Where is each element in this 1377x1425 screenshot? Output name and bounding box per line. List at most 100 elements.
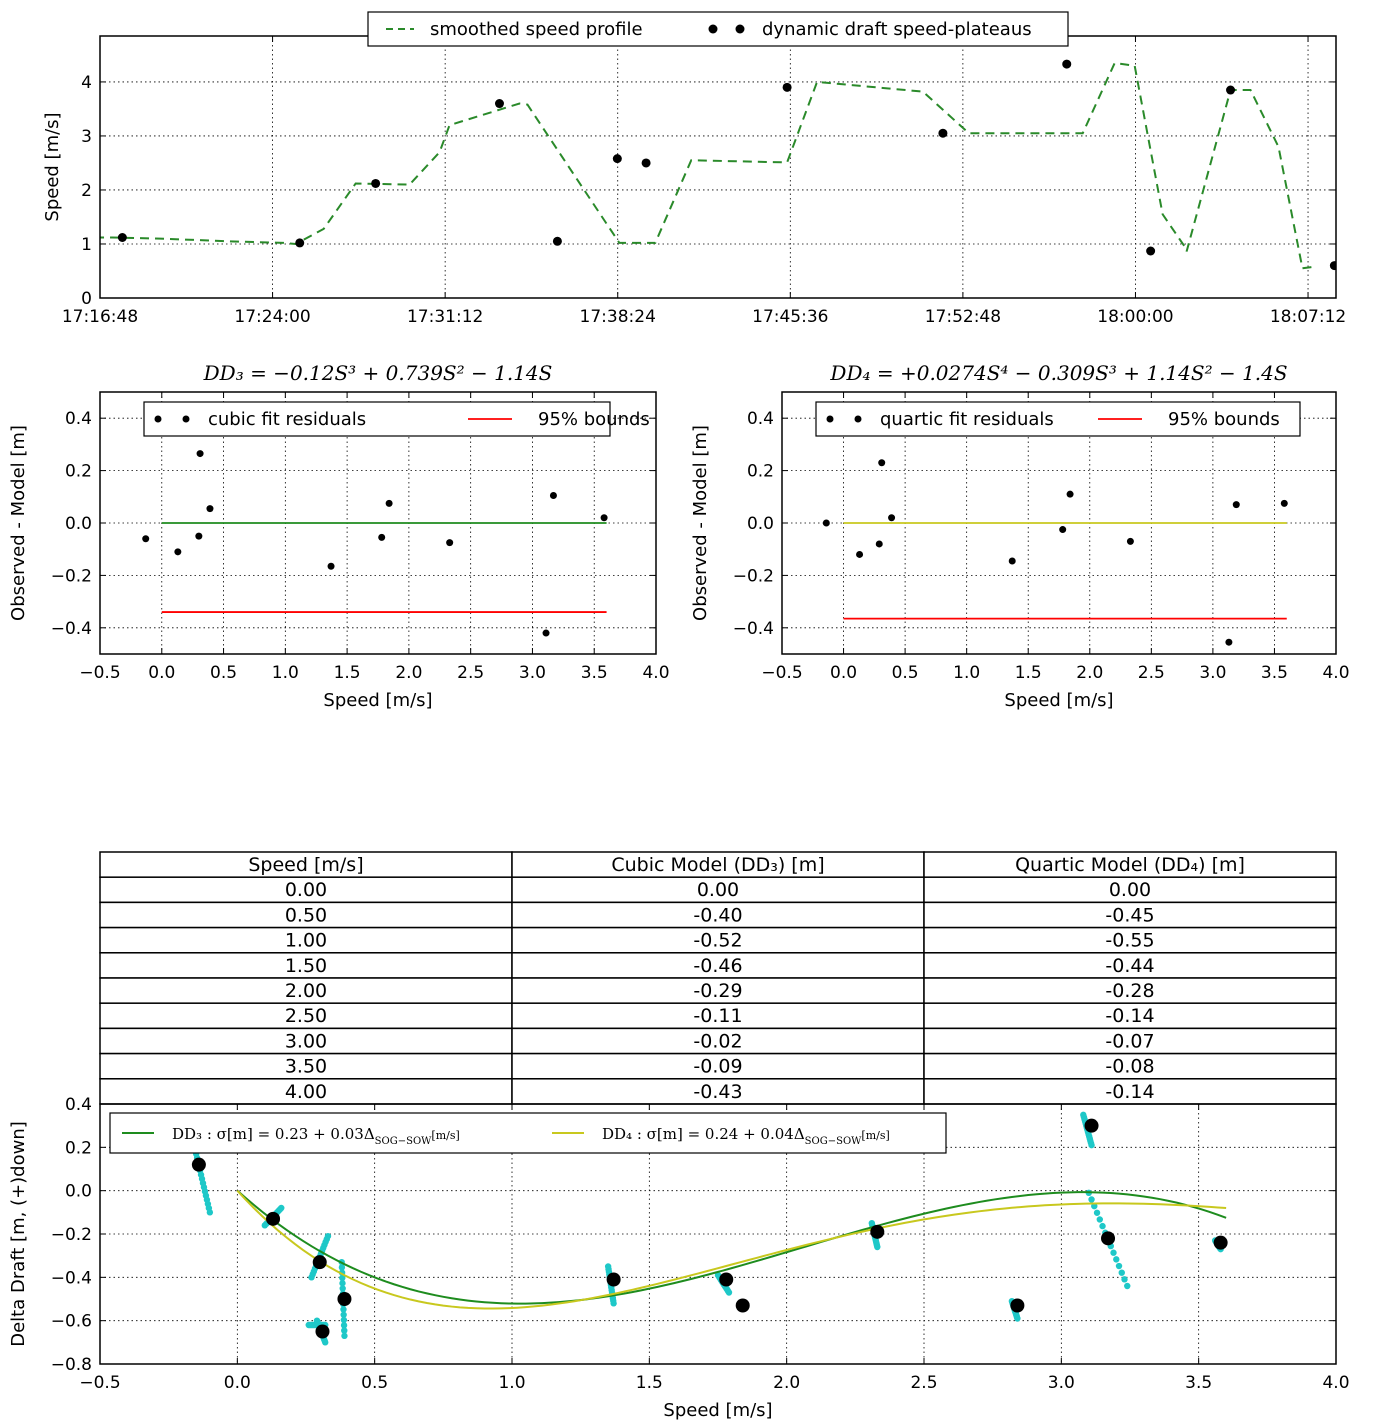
table-cell-value: 4.00	[285, 1081, 327, 1103]
delta-draft-xtick-label: 2.0	[773, 1373, 800, 1393]
quartic-residuals-legend-label: 95% bounds	[1168, 409, 1280, 430]
speed-xtick-label: 17:52:48	[925, 307, 1001, 327]
table-cell-value: -0.45	[1105, 904, 1154, 926]
speed-legend: smoothed speed profile dynamic draft spee…	[367, 11, 1069, 47]
quartic-residuals-ytick-label: 0.4	[747, 409, 774, 429]
cubic-residuals-xtick-label: 1.0	[272, 663, 299, 683]
delta-draft-xlabel: Speed [m/s]	[663, 1400, 772, 1421]
table-cell	[923, 1052, 1337, 1080]
speed-plateau-point	[1062, 59, 1072, 69]
delta-draft-ytick-label: 0.2	[65, 1138, 92, 1158]
delta-draft-xtick-label: 0.5	[361, 1373, 388, 1393]
draft-sample-point	[206, 1209, 214, 1216]
table-cell-value: -0.08	[1105, 1056, 1154, 1078]
draft-plateau-point	[735, 1298, 750, 1313]
quartic-residuals-residual-point	[1280, 499, 1288, 507]
quartic-residuals-xtick-label: −0.5	[761, 663, 802, 683]
cubic-residuals-legend: cubic fit residuals 95% bounds	[143, 401, 650, 437]
table-cell-value: -0.14	[1105, 1005, 1154, 1027]
draft-plateau-point	[870, 1224, 885, 1239]
delta-draft-xtick-label: 2.5	[910, 1373, 937, 1393]
draft-sample-point	[324, 1232, 332, 1240]
draft-plateau-point	[337, 1292, 352, 1306]
delta-draft-legend: DD₃ : σ[m] = 0.23 + 0.03ΔSOG−SOW[m/s] DD₄…	[109, 1112, 947, 1154]
draft-sample-point	[341, 1327, 348, 1334]
table-cell-value: 3.50	[285, 1056, 327, 1078]
quartic-residuals-data	[822, 459, 1288, 646]
table-cell-value: 0.00	[1109, 879, 1151, 901]
quartic-residuals-xtick-label: 4.0	[1322, 663, 1349, 683]
table-cell	[511, 977, 925, 1004]
speed-xtick-label: 17:16:48	[62, 307, 138, 327]
delta-draft-xtick-label: 1.0	[498, 1373, 525, 1393]
quartic-residuals-residual-point	[1066, 490, 1074, 498]
cubic-residuals-xtick-label: 1.5	[334, 663, 361, 683]
delta-draft-xtick-label: 3.0	[1048, 1373, 1075, 1393]
quartic-residuals-xtick-label: 3.5	[1261, 663, 1288, 683]
draft-plateau-point	[719, 1272, 734, 1287]
cubic-residuals-ytick-label: 0.4	[65, 409, 92, 429]
speed-plateau-point	[1329, 261, 1336, 271]
draft-plateau-point	[1010, 1298, 1025, 1313]
table-header-cell	[923, 851, 1337, 878]
cubic-residuals-axes: −0.5 0.0 0.5 1.0 1.5 2.0 2.5 3.0 3.5 4.0 −0.4 −0.2 0…	[8, 392, 670, 711]
speed-xtick-label: 17:45:36	[752, 307, 828, 327]
cubic-model-curve	[236, 1189, 1227, 1305]
table-cell-value: -0.28	[1105, 980, 1154, 1002]
delta-draft-ytick-label: −0.6	[51, 1312, 92, 1332]
speed-ytick-label: 3	[81, 127, 92, 147]
quartic-residuals-ytick-label: 0.2	[747, 462, 774, 482]
quartic-residuals-xtick-label: 2.0	[1076, 663, 1103, 683]
draft-sample-point	[1110, 1249, 1117, 1256]
cubic-residuals-ylabel: Observed - Model [m]	[8, 425, 29, 621]
speed-xtick-label: 17:31:12	[407, 307, 483, 327]
quartic-residuals-legend-marker	[854, 415, 862, 423]
table-cell-value: 0.00	[697, 879, 739, 901]
quartic-residuals-axes: −0.5 0.0 0.5 1.0 1.5 2.0 2.5 3.0 3.5 4.0 −0.4 −0.2 0…	[690, 392, 1350, 711]
table-header-label: Quartic Model (DD₄) [m]	[1015, 854, 1245, 876]
draft-plateau-point	[312, 1255, 327, 1270]
draft-plateau-point	[1084, 1118, 1099, 1133]
draft-sample-point	[322, 1339, 329, 1346]
draft-sample-point	[338, 1264, 346, 1271]
draft-sample-point	[725, 1289, 733, 1296]
quartic-residuals-xlabel: Speed [m/s]	[1004, 690, 1113, 711]
draft-sample-point	[610, 1300, 617, 1307]
speed-plateau-point	[938, 128, 948, 138]
table-cell	[511, 1027, 925, 1055]
cubic-residuals-residual-point	[446, 539, 454, 547]
speed-plateau-point	[1226, 85, 1236, 95]
quartic-model-curve	[236, 1189, 1227, 1310]
table-cell	[511, 926, 925, 954]
table-cell-value: -0.52	[693, 930, 742, 952]
table-cell	[511, 1052, 925, 1080]
speed-ytick-label: 4	[81, 73, 92, 93]
draft-sample-point	[1121, 1276, 1128, 1283]
cubic-residuals-ytick-label: 0.0	[65, 514, 92, 534]
table-cell	[923, 926, 1337, 954]
speed-data	[100, 59, 1336, 271]
draft-sample-point	[278, 1204, 285, 1212]
delta-draft-xtick-label: 1.5	[636, 1373, 663, 1393]
quartic-residuals-residual-point	[822, 519, 830, 527]
speed-xtick-label: 17:24:00	[234, 307, 310, 327]
legend-subscript: SOG−SOW	[805, 1136, 862, 1147]
cubic-residuals-legend-box	[143, 401, 611, 437]
cubic-residuals-xtick-label: 3.0	[519, 663, 546, 683]
table-cell-value: 0.00	[285, 879, 327, 901]
speed-plateau-point	[371, 178, 381, 188]
draft-sample-point	[339, 1280, 346, 1287]
cubic-residuals-title: DD₃ = −0.12S³ + 0.739S² − 1.14S	[203, 361, 553, 385]
speed-plateau-point	[782, 82, 792, 92]
quartic-residuals-residual-point	[1225, 638, 1233, 646]
table-header-cell	[511, 851, 925, 878]
quartic-residuals-xtick-label: 1.5	[1015, 663, 1042, 683]
quartic-residuals-residual-point	[1008, 557, 1016, 565]
draft-plateau-point	[315, 1324, 330, 1339]
table-cell-value: -0.40	[693, 904, 742, 926]
draft-sample-point	[1118, 1269, 1125, 1276]
cubic-residuals-xtick-label: 0.0	[148, 663, 175, 683]
cubic-residuals-frame	[99, 391, 657, 655]
quartic-residuals-ytick-label: −0.4	[733, 619, 774, 639]
legend-subscript: SOG−SOW	[375, 1136, 432, 1147]
